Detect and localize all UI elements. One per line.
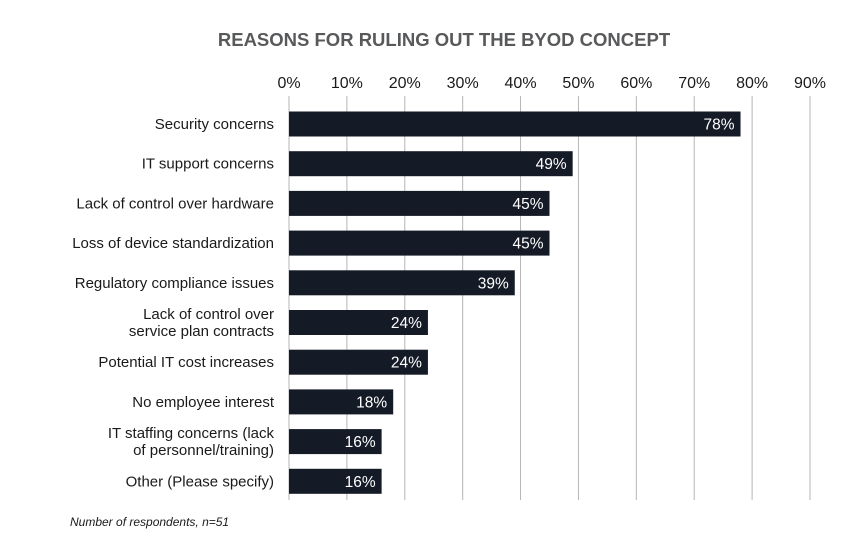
bar bbox=[289, 190, 550, 216]
category-label: service plan contracts bbox=[129, 323, 274, 340]
x-tick-label: 90% bbox=[794, 75, 826, 92]
bar bbox=[289, 349, 428, 375]
bar bbox=[289, 111, 741, 137]
x-tick-label: 40% bbox=[505, 75, 537, 92]
bar-value-label: 16% bbox=[345, 474, 376, 491]
x-tick-label: 60% bbox=[620, 75, 652, 92]
x-axis-ticks: 0% 10% 20% 30% 40% 50% 60% 70% 80% 90% bbox=[277, 75, 826, 92]
bar bbox=[289, 151, 573, 177]
category-label: Regulatory compliance issues bbox=[75, 275, 274, 292]
category-label: No employee interest bbox=[132, 394, 275, 411]
x-tick-label: 50% bbox=[562, 75, 594, 92]
category-label: Lack of control over bbox=[143, 306, 274, 323]
category-label: of personnel/training) bbox=[133, 442, 274, 459]
bar bbox=[289, 468, 382, 494]
bar bbox=[289, 310, 428, 335]
category-label: Potential IT cost increases bbox=[98, 354, 274, 371]
category-label: Loss of device standardization bbox=[72, 235, 274, 252]
bar bbox=[289, 270, 515, 296]
x-tick-label: 30% bbox=[447, 75, 479, 92]
category-label: IT support concerns bbox=[142, 156, 274, 173]
bar-value-label: 45% bbox=[512, 236, 543, 253]
bar-value-label: 49% bbox=[536, 156, 567, 173]
category-label: Security concerns bbox=[155, 116, 274, 133]
bar-value-label: 24% bbox=[391, 355, 422, 372]
x-tick-label: 0% bbox=[277, 75, 300, 92]
category-labels: Security concerns IT support concerns Lack… bbox=[72, 116, 275, 490]
bar-value-label: 39% bbox=[478, 275, 509, 292]
value-labels: 78% 49% 45% 45% 39% 24% 24% 18% 16% 16% bbox=[345, 117, 735, 491]
x-tick-label: 20% bbox=[389, 75, 421, 92]
category-label: Lack of control over hardware bbox=[76, 195, 274, 212]
x-tick-label: 80% bbox=[736, 75, 768, 92]
bar-value-label: 18% bbox=[356, 394, 387, 411]
bar-value-label: 16% bbox=[345, 434, 376, 451]
bar bbox=[289, 429, 382, 455]
category-label: IT staffing concerns (lack bbox=[108, 425, 275, 442]
x-tick-label: 10% bbox=[331, 75, 363, 92]
footnote: Number of respondents, n=51 bbox=[70, 515, 230, 529]
bar-value-label: 78% bbox=[704, 117, 735, 134]
bar-value-label: 45% bbox=[512, 196, 543, 213]
chart-title: REASONS FOR RULING OUT THE BYOD CONCEPT bbox=[218, 29, 671, 50]
bar bbox=[289, 230, 550, 256]
x-tick-label: 70% bbox=[678, 75, 710, 92]
bars bbox=[289, 111, 741, 494]
category-label: Other (Please specify) bbox=[126, 473, 274, 490]
bar bbox=[289, 389, 394, 415]
bar-value-label: 24% bbox=[391, 315, 422, 332]
